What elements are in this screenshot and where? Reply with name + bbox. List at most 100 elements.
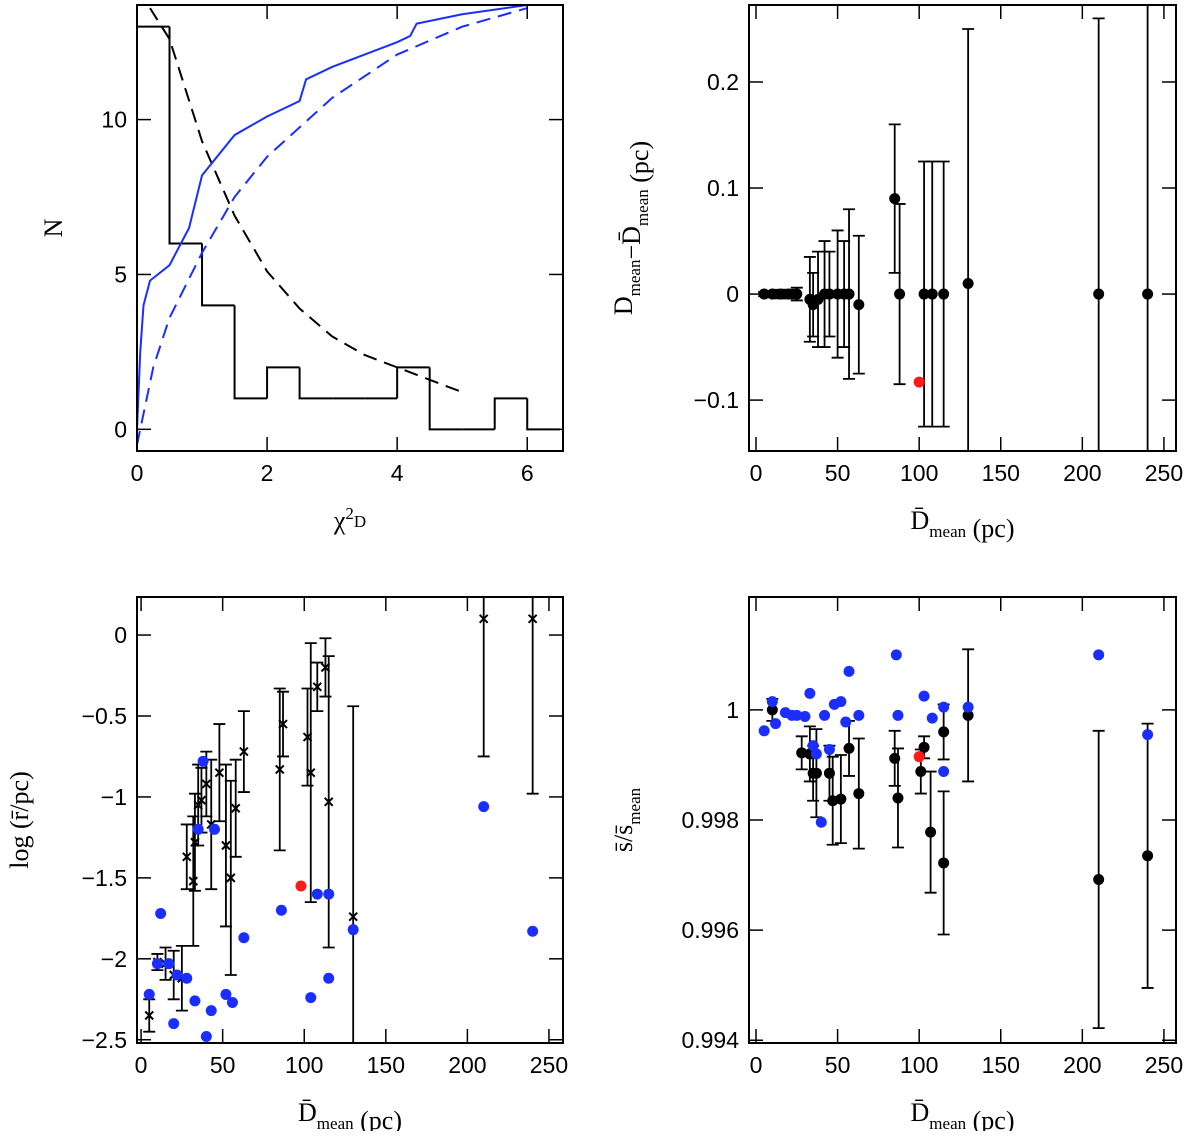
y-tick-label: 0.2 [707, 69, 739, 95]
dot-marker [197, 755, 209, 767]
x-axis-label-part: 2 [345, 504, 354, 523]
y-axis-label: s̄/s̄mean [609, 787, 644, 852]
dot-marker [913, 751, 925, 763]
y-tick-label: 0.998 [681, 807, 739, 833]
dot-marker [894, 288, 906, 300]
x-tick-label: 100 [900, 460, 938, 486]
x-tick-label: 0 [750, 1052, 763, 1078]
dot-marker [766, 704, 778, 716]
x-axis-label-part: D̄ [911, 506, 930, 535]
y-axis-label-part: mean [625, 787, 644, 824]
y-tick-label: 0 [726, 281, 739, 307]
y-axis-label-part: mean [633, 189, 652, 226]
dot-marker [770, 718, 782, 730]
dot-marker [189, 995, 201, 1007]
dot-marker [275, 904, 287, 916]
dot-marker [892, 792, 904, 804]
axes-frame [748, 596, 1177, 1044]
curve [137, 7, 528, 446]
axes-frame [748, 4, 1177, 452]
x-tick-label: 50 [210, 1052, 236, 1078]
cross-marker [324, 797, 334, 807]
cross-marker [312, 682, 322, 692]
dot-marker [478, 801, 490, 813]
x-tick-label: 2 [261, 460, 274, 486]
y-tick-label: −2.5 [82, 1027, 127, 1053]
dot-marker [915, 766, 927, 778]
cross-marker [144, 1010, 154, 1021]
cross-marker [478, 614, 489, 624]
dot-marker [323, 972, 335, 984]
y-axis-label-part: N [39, 218, 68, 237]
dot-marker [527, 925, 539, 937]
x-tick-label: 150 [982, 460, 1020, 486]
dot-marker [192, 823, 204, 835]
dot-marker [804, 687, 816, 699]
cross-marker [239, 746, 249, 757]
histogram-step [266, 366, 300, 399]
dot-marker [758, 725, 770, 737]
x-tick-label: 100 [900, 1052, 938, 1078]
dot-marker [151, 958, 163, 970]
dot-marker [208, 823, 220, 835]
y-tick-label: 0 [114, 416, 127, 442]
cross-marker [221, 840, 231, 851]
y-axis-label-part: mean [625, 259, 644, 296]
y-axis-label-part: −D̄ [617, 226, 646, 259]
curve [137, 5, 528, 430]
dot-marker [938, 766, 950, 778]
dot-marker [783, 288, 795, 300]
dot-marker [1142, 850, 1154, 862]
dot-marker [926, 712, 938, 724]
y-tick-label: 5 [114, 261, 127, 287]
x-tick-label: 150 [367, 1052, 405, 1078]
x-axis-label: D̄mean (pc) [298, 1098, 402, 1131]
dot-marker [843, 665, 855, 677]
y-tick-label: −2 [101, 946, 127, 972]
curve [149, 7, 463, 394]
histogram-step [201, 243, 235, 307]
x-tick-label: 50 [825, 1052, 851, 1078]
y-tick-label: −0.5 [82, 703, 127, 729]
y-tick-label: −1.5 [82, 865, 127, 891]
dot-marker [823, 744, 835, 756]
dot-marker [913, 376, 925, 388]
dot-marker [1142, 729, 1154, 741]
y-axis-label: N [39, 218, 68, 237]
y-axis-label: Dmean−D̄mean (pc) [609, 141, 654, 315]
dot-marker [810, 748, 822, 760]
dot-marker [807, 740, 819, 752]
dot-marker [810, 767, 822, 779]
dot-marker [791, 288, 803, 300]
dot-marker [918, 288, 930, 300]
cross-marker [348, 912, 358, 922]
dot-marker [323, 888, 335, 900]
x-axis-label-part: D̄ [298, 1098, 317, 1127]
dot-marker [220, 988, 232, 1000]
dot-marker [791, 709, 803, 721]
dot-marker [766, 696, 778, 708]
cross-marker [231, 803, 241, 813]
dot-marker [311, 888, 323, 900]
x-axis-label: D̄mean (pc) [911, 506, 1015, 543]
dot-marker [925, 826, 937, 838]
panel: 0 50 100 150 200 250−0.100.10.2D̄mean (pc)Dme… [609, 4, 1183, 543]
histogram-step [526, 398, 560, 431]
dot-marker [815, 816, 827, 828]
dot-marker [823, 288, 835, 300]
x-tick-label: 200 [1063, 460, 1101, 486]
cross-marker [182, 852, 192, 862]
x-axis-label-part: mean [929, 1114, 966, 1131]
dot-marker [918, 690, 930, 702]
dot-marker [347, 924, 359, 936]
x-tick-label: 200 [1063, 1052, 1101, 1078]
histogram-step [396, 366, 430, 399]
dot-marker [853, 709, 865, 721]
dot-marker [163, 958, 175, 970]
cross-marker [214, 767, 225, 778]
dot-marker [938, 726, 950, 738]
dot-marker [1093, 873, 1105, 885]
dot-marker [799, 710, 811, 722]
